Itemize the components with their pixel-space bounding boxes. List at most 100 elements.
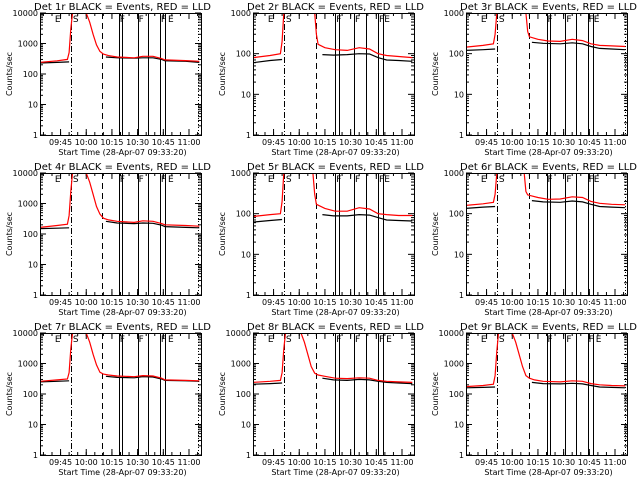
series-line-events	[466, 200, 626, 209]
y-axis-label: Counts/sec	[218, 372, 227, 416]
chart-panel-6: Det 6r BLACK = Events, RED = LLD Counts/s…	[431, 162, 637, 317]
y-tick-label: 1000	[18, 360, 38, 369]
x-tick-label: 10:45	[365, 298, 388, 307]
series-line-lld	[40, 13, 200, 63]
y-tick-label: 10	[241, 250, 251, 259]
interval-marker-label: F	[139, 175, 144, 185]
x-tick-label: 09:45	[49, 138, 72, 147]
y-tick-label: 100	[449, 210, 464, 219]
y-tick-label: 1000	[18, 200, 38, 209]
interval-marker-label: E	[55, 15, 61, 25]
x-tick-label: 11:00	[390, 298, 413, 307]
interval-marker-label: F	[355, 335, 360, 345]
y-tick-label: 10	[28, 261, 38, 270]
interval-marker-label: S	[73, 15, 79, 25]
interval-marker-label: F	[336, 15, 341, 25]
y-axis-label: Counts/sec	[218, 212, 227, 256]
interval-marker-label: E	[55, 175, 61, 185]
series-line-lld	[253, 173, 413, 218]
y-tick-label: 100	[23, 230, 38, 239]
series-line-lld	[466, 173, 626, 206]
y-tick-label: 1000	[231, 360, 251, 369]
y-tick-label: 10000	[13, 329, 38, 338]
y-tick-label: 10	[28, 421, 38, 430]
y-tick-label: 1000	[444, 360, 464, 369]
plot-frame	[40, 173, 202, 296]
y-tick-label: 100	[449, 50, 464, 59]
interval-marker-label: F	[548, 15, 553, 25]
interval-marker-label: E	[481, 175, 487, 185]
interval-marker-label: F	[355, 175, 360, 185]
interval-marker-label: F	[566, 15, 571, 25]
x-axis-label: Start Time (28-Apr-07 09:33:20)	[58, 308, 186, 317]
x-tick-label: 10:30	[552, 458, 575, 467]
y-tick-label: 10	[454, 421, 464, 430]
y-tick-label: 10000	[13, 9, 38, 18]
x-tick-label: 10:15	[313, 298, 336, 307]
y-tick-label: 100	[23, 70, 38, 79]
x-tick-label: 11:00	[390, 458, 413, 467]
x-tick-label: 10:15	[526, 138, 549, 147]
y-tick-label: 1	[459, 291, 464, 300]
x-tick-label: 10:00	[75, 458, 98, 467]
y-tick-label: 10	[241, 421, 251, 430]
plot-frame	[466, 333, 628, 456]
x-tick-label: 10:30	[126, 138, 149, 147]
chart-title: Det 9r BLACK = Events, RED = LLD	[460, 322, 637, 333]
interval-marker-label: E	[55, 335, 61, 345]
interval-marker-label: F	[161, 15, 166, 25]
x-axis-label: Start Time (28-Apr-07 09:33:20)	[58, 148, 186, 157]
interval-marker-label: FE	[589, 175, 600, 185]
x-tick-label: 10:30	[339, 298, 362, 307]
x-tick-label: 10:30	[126, 298, 149, 307]
series-line-lld	[466, 333, 626, 388]
y-tick-label: 100	[236, 210, 251, 219]
chart-title: Det 7r BLACK = Events, RED = LLD	[34, 322, 211, 333]
x-tick-label: 10:15	[526, 458, 549, 467]
interval-marker-label: E	[481, 335, 487, 345]
chart-panel-9: Det 9r BLACK = Events, RED = LLD Counts/s…	[431, 322, 637, 477]
series-line-events	[253, 53, 413, 64]
interval-marker-label: S	[73, 335, 79, 345]
interval-marker-label: FE	[379, 15, 390, 25]
y-axis-label: Counts/sec	[5, 52, 14, 96]
y-axis-label: Counts/sec	[431, 212, 440, 256]
chart-panel-1: Det 1r BLACK = Events, RED = LLD Counts/s…	[5, 2, 211, 157]
interval-marker-label: S	[286, 15, 292, 25]
x-tick-label: 09:45	[475, 298, 498, 307]
y-tick-label: 100	[23, 390, 38, 399]
plot-frame	[253, 333, 415, 456]
series-line-lld	[253, 333, 413, 383]
x-tick-label: 10:30	[552, 298, 575, 307]
chart-panel-8: Det 8r BLACK = Events, RED = LLD Counts/s…	[218, 322, 424, 477]
y-tick-label: 100	[449, 390, 464, 399]
plot-frame	[40, 13, 202, 136]
x-axis-label: Start Time (28-Apr-07 09:33:20)	[271, 468, 399, 477]
x-tick-label: 10:30	[552, 138, 575, 147]
interval-marker-label: F	[379, 335, 384, 345]
interval-marker-label: FE	[589, 15, 600, 25]
series-line-events	[253, 213, 413, 223]
y-tick-label: 100	[236, 50, 251, 59]
y-tick-label: 1	[33, 131, 38, 140]
series-line-events	[40, 56, 200, 64]
x-tick-label: 10:45	[152, 138, 175, 147]
x-tick-label: 09:45	[475, 138, 498, 147]
y-tick-label: 10	[454, 90, 464, 99]
interval-marker-label: F	[120, 335, 125, 345]
interval-marker-label: E	[386, 335, 392, 345]
y-tick-label: 1000	[18, 40, 38, 49]
interval-marker-label: F	[336, 335, 341, 345]
x-tick-label: 09:45	[262, 138, 285, 147]
x-tick-label: 10:15	[526, 298, 549, 307]
chart-title: Det 6r BLACK = Events, RED = LLD	[460, 162, 637, 173]
x-tick-label: 10:45	[578, 298, 601, 307]
x-tick-label: 09:45	[262, 298, 285, 307]
interval-marker-label: F	[120, 175, 125, 185]
x-tick-label: 09:45	[475, 458, 498, 467]
interval-marker-label: F	[589, 335, 594, 345]
interval-marker-label: F	[161, 175, 166, 185]
interval-marker-label: E	[168, 175, 174, 185]
plot-frame	[466, 13, 628, 136]
